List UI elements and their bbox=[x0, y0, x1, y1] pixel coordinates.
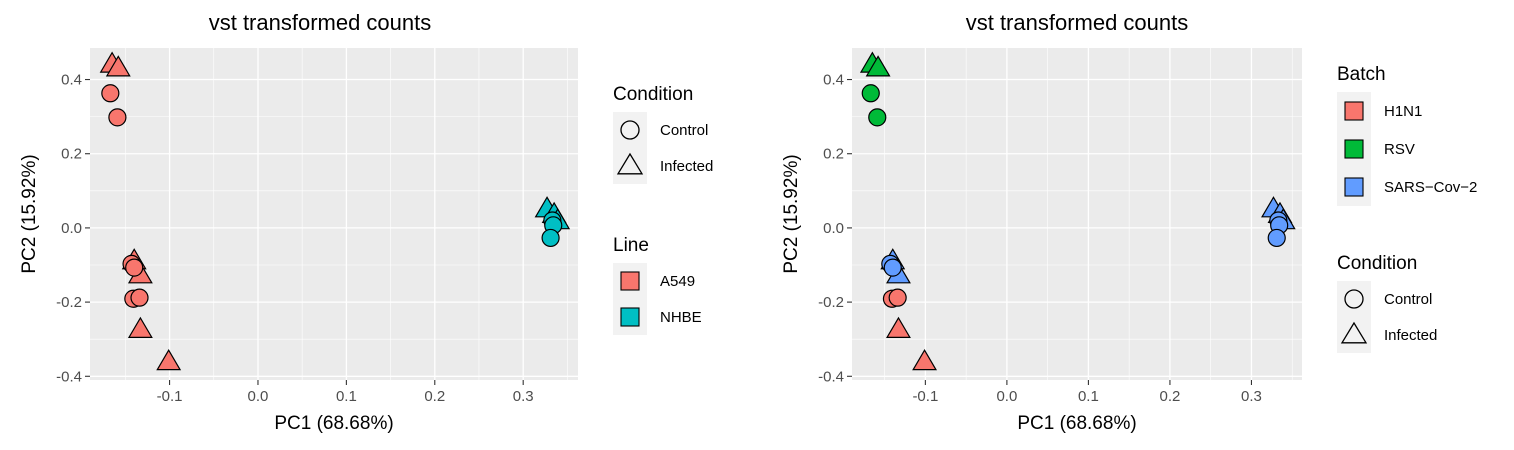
data-point-infected bbox=[127, 316, 153, 338]
legend-item-label: Control bbox=[660, 122, 708, 139]
legend-circle-icon bbox=[1344, 289, 1364, 309]
chart-1: vst transformed counts -0.1 0.0 0.1 0.2 0.3 -0… bbox=[19, 10, 713, 434]
y-tick-label: 0.0 bbox=[823, 220, 844, 237]
chart-title: vst transformed counts bbox=[209, 10, 432, 35]
legend-item-label: Infected bbox=[1384, 327, 1437, 344]
legend-title: Condition bbox=[613, 84, 693, 105]
data-point-control bbox=[125, 258, 144, 277]
data-point-infected bbox=[886, 316, 911, 338]
legend-triangle-icon bbox=[1340, 321, 1368, 344]
data-point-infected bbox=[865, 55, 891, 77]
legend-triangle-icon bbox=[616, 152, 644, 175]
x-tick-label: 0.3 bbox=[1241, 388, 1262, 405]
x-axis-label: PC1 (68.68%) bbox=[274, 413, 393, 434]
x-tick-label: 0.1 bbox=[336, 388, 357, 405]
y-tick-label: -0.2 bbox=[818, 294, 844, 311]
legend-item-label: H1N1 bbox=[1384, 103, 1422, 120]
legend-circle-icon bbox=[620, 120, 640, 140]
y-tick-label: -0.2 bbox=[56, 294, 82, 311]
x-tick-label: -0.1 bbox=[157, 388, 183, 405]
data-point-infected bbox=[156, 349, 182, 371]
data-point-control bbox=[541, 228, 560, 248]
data-point-control bbox=[108, 108, 127, 127]
data-point-control bbox=[1267, 228, 1286, 248]
data-point-control bbox=[130, 288, 149, 307]
chart-title: vst transformed counts bbox=[966, 10, 1189, 35]
y-tick-label: 0.4 bbox=[823, 72, 844, 89]
legend-item-label: Infected bbox=[660, 158, 713, 175]
legend-condition: Condition Control Infected bbox=[1337, 253, 1437, 353]
data-point-infected bbox=[912, 349, 938, 371]
data-point-control bbox=[883, 258, 902, 277]
x-tick-label: 0.1 bbox=[1078, 388, 1099, 405]
x-tick-label: 0.0 bbox=[996, 388, 1017, 405]
legend-swatch bbox=[620, 271, 640, 291]
legend-item-label: SARS−Cov−2 bbox=[1384, 179, 1477, 196]
legend-item-label: NHBE bbox=[660, 309, 702, 326]
data-point-control bbox=[101, 84, 120, 103]
x-tick-label: 0.2 bbox=[424, 388, 445, 405]
legend-item-label: A549 bbox=[660, 273, 695, 290]
legend-title: Line bbox=[613, 235, 649, 256]
y-tick-label: 0.4 bbox=[61, 72, 82, 89]
legend-line: Line A549 NHBE bbox=[613, 235, 702, 335]
data-point-infected bbox=[105, 55, 131, 77]
y-tick-label: 0.2 bbox=[61, 146, 82, 163]
x-tick-label: 0.3 bbox=[513, 388, 534, 405]
legend-item-label: RSV bbox=[1384, 141, 1415, 158]
y-tick-label: 0.0 bbox=[61, 220, 82, 237]
legend-swatch bbox=[1344, 139, 1364, 159]
y-tick-label: -0.4 bbox=[56, 368, 82, 385]
x-tick-label: 0.2 bbox=[1160, 388, 1181, 405]
legend-swatch bbox=[1344, 177, 1364, 197]
plot-panel bbox=[852, 48, 1302, 380]
legend-item-label: Control bbox=[1384, 291, 1432, 308]
y-tick-label: -0.4 bbox=[818, 368, 844, 385]
y-axis-label: PC2 (15.92%) bbox=[19, 154, 40, 273]
x-tick-label: -0.1 bbox=[912, 388, 938, 405]
legend-condition: Condition Control Infected bbox=[613, 84, 713, 184]
legend-swatch bbox=[620, 307, 640, 327]
x-axis-label: PC1 (68.68%) bbox=[1017, 413, 1136, 434]
data-point-control bbox=[868, 108, 887, 127]
legend-title: Batch bbox=[1337, 64, 1386, 85]
data-point-control bbox=[888, 288, 907, 307]
data-point-control bbox=[861, 84, 880, 103]
plot-panel bbox=[90, 48, 578, 380]
legend-batch: Batch H1N1 RSV SARS−Cov−2 bbox=[1337, 64, 1477, 206]
y-axis-label: PC2 (15.92%) bbox=[781, 154, 802, 273]
x-tick-label: 0.0 bbox=[248, 388, 269, 405]
chart-2: vst transformed counts -0.1 0.0 0.1 0.2 0.3 -0… bbox=[781, 10, 1477, 434]
legend-title: Condition bbox=[1337, 253, 1417, 274]
y-tick-label: 0.2 bbox=[823, 146, 844, 163]
legend-swatch bbox=[1344, 101, 1364, 121]
